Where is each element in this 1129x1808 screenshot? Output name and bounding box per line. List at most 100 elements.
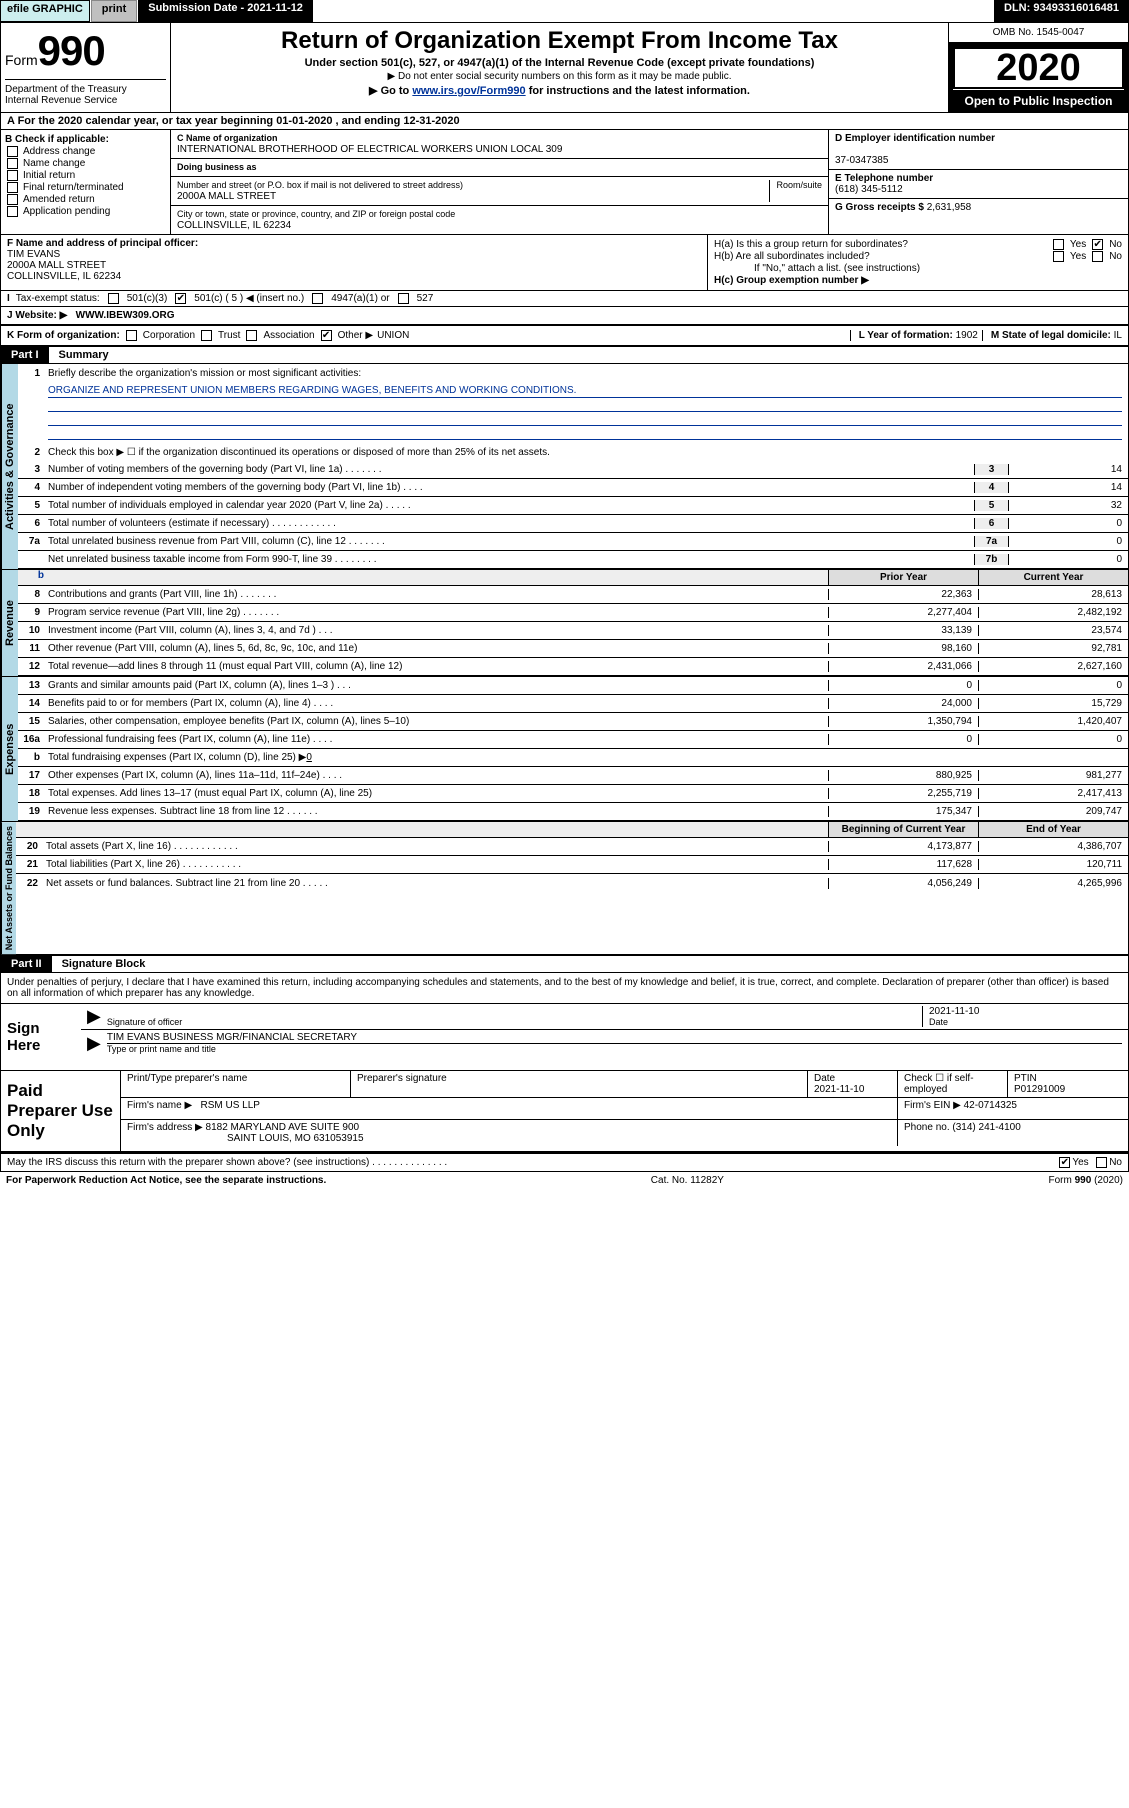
- signature-arrow-icon: ▶: [87, 1006, 101, 1027]
- l10-curr: 23,574: [978, 625, 1128, 636]
- activities-governance-section: Activities & Governance 1Briefly describ…: [1, 364, 1128, 570]
- l22-end: 4,265,996: [978, 878, 1128, 889]
- l13-curr: 0: [978, 680, 1128, 691]
- city-row: City or town, state or province, country…: [171, 206, 828, 234]
- form-footer-label: Form 990 (2020): [1049, 1175, 1123, 1186]
- l15-prior: 1,350,794: [828, 716, 978, 727]
- officer-name: TIM EVANS: [7, 249, 60, 260]
- amended-return-checkbox[interactable]: [7, 194, 18, 205]
- paid-preparer-label: Paid Preparer Use Only: [1, 1071, 121, 1151]
- hb-yes-checkbox[interactable]: [1053, 251, 1064, 262]
- dln-badge: DLN: 93493316016481: [994, 0, 1129, 22]
- application-pending-checkbox[interactable]: [7, 206, 18, 217]
- net-assets-section: Net Assets or Fund Balances Beginning of…: [1, 822, 1128, 956]
- form-990: Form990 Department of the Treasury Inter…: [0, 22, 1129, 1172]
- assoc-checkbox[interactable]: [246, 330, 257, 341]
- mission-text: ORGANIZE AND REPRESENT UNION MEMBERS REG…: [18, 382, 1128, 443]
- principal-officer: F Name and address of principal officer:…: [1, 235, 708, 290]
- discuss-yes-checkbox[interactable]: [1059, 1157, 1070, 1168]
- ein-value: 37-0347385: [835, 155, 888, 166]
- ha-no-checkbox[interactable]: [1092, 239, 1103, 250]
- officer-group-block: F Name and address of principal officer:…: [1, 235, 1128, 291]
- room-suite-label: Room/suite: [769, 180, 822, 202]
- section-b-checkboxes: B Check if applicable: Address change Na…: [1, 130, 171, 234]
- sign-here-block: Sign Here ▶ Signature of officer 2021-11…: [1, 1004, 1128, 1071]
- firm-addr1: 8182 MARYLAND AVE SUITE 900: [206, 1122, 360, 1133]
- form-title: Return of Organization Exempt From Incom…: [177, 27, 942, 55]
- l13-prior: 0: [828, 680, 978, 691]
- form-subtitle: Under section 501(c), 527, or 4947(a)(1)…: [177, 57, 942, 69]
- omb-number: OMB No. 1545-0047: [949, 23, 1128, 43]
- l18-curr: 2,417,413: [978, 788, 1128, 799]
- phone-row: E Telephone number (618) 345-5112: [829, 170, 1128, 199]
- line7b-value: 0: [1008, 554, 1128, 565]
- instructions-link-row: ▶ Go to www.irs.gov/Form990 for instruct…: [177, 84, 942, 97]
- l16a-prior: 0: [828, 734, 978, 745]
- self-employed-cell: Check ☐ if self-employed: [898, 1071, 1008, 1097]
- tax-period-row: A For the 2020 calendar year, or tax yea…: [1, 113, 1128, 130]
- l16b-value: 0: [306, 752, 312, 763]
- hb-no-checkbox[interactable]: [1092, 251, 1103, 262]
- activities-governance-label: Activities & Governance: [1, 364, 18, 569]
- l12-prior: 2,431,066: [828, 661, 978, 672]
- org-name-row: C Name of organization INTERNATIONAL BRO…: [171, 130, 828, 159]
- l11-curr: 92,781: [978, 643, 1128, 654]
- catalog-number: Cat. No. 11282Y: [651, 1175, 724, 1186]
- prep-date: 2021-11-10: [814, 1084, 864, 1095]
- l19-prior: 175,347: [828, 806, 978, 817]
- line3-value: 14: [1008, 464, 1128, 475]
- firm-name: RSM US LLP: [201, 1100, 260, 1111]
- perjury-note: Under penalties of perjury, I declare th…: [1, 973, 1128, 1004]
- ha-yes-checkbox[interactable]: [1053, 239, 1064, 250]
- l14-curr: 15,729: [978, 698, 1128, 709]
- group-return-section: H(a) Is this a group return for subordin…: [708, 235, 1128, 290]
- identity-block: B Check if applicable: Address change Na…: [1, 130, 1128, 235]
- l11-prior: 98,160: [828, 643, 978, 654]
- print-button[interactable]: print: [91, 0, 137, 22]
- open-to-public-label: Open to Public Inspection: [953, 89, 1124, 108]
- officer-city: COLLINSVILLE, IL 62234: [7, 271, 121, 282]
- l22-beg: 4,056,249: [828, 878, 978, 889]
- website-row: J Website: ▶ WWW.IBEW309.ORG: [1, 307, 1128, 326]
- l20-end: 4,386,707: [978, 841, 1128, 852]
- officer-addr: 2000A MALL STREET: [7, 260, 106, 271]
- l8-curr: 28,613: [978, 589, 1128, 600]
- prep-name-hdr: Print/Type preparer's name: [121, 1071, 351, 1097]
- 527-checkbox[interactable]: [398, 293, 409, 304]
- sign-date: 2021-11-10: [929, 1006, 979, 1017]
- dept-treasury-label: Department of the Treasury Internal Reve…: [5, 84, 166, 106]
- net-assets-label: Net Assets or Fund Balances: [1, 822, 16, 954]
- form-of-org-row: K Form of organization: Corporation Trus…: [1, 326, 1128, 347]
- name-change-checkbox[interactable]: [7, 158, 18, 169]
- top-toolbar: efile GRAPHIC print Submission Date - 20…: [0, 0, 1129, 22]
- line-2: Check this box ▶ ☐ if the organization d…: [44, 445, 1128, 460]
- address-change-checkbox[interactable]: [7, 146, 18, 157]
- 4947-checkbox[interactable]: [312, 293, 323, 304]
- discuss-no-checkbox[interactable]: [1096, 1157, 1107, 1168]
- l10-prior: 33,139: [828, 625, 978, 636]
- ssn-warning: ▶ Do not enter social security numbers o…: [177, 71, 942, 82]
- line5-value: 32: [1008, 500, 1128, 511]
- l21-end: 120,711: [978, 859, 1128, 870]
- final-return-checkbox[interactable]: [7, 182, 18, 193]
- corp-checkbox[interactable]: [126, 330, 137, 341]
- paid-preparer-block: Paid Preparer Use Only Print/Type prepar…: [1, 1071, 1128, 1153]
- 501c3-checkbox[interactable]: [108, 293, 119, 304]
- other-org-value: UNION: [377, 330, 409, 341]
- other-org-checkbox[interactable]: [321, 330, 332, 341]
- city-state-zip: COLLINSVILLE, IL 62234: [177, 220, 291, 231]
- gross-receipts-row: G Gross receipts $ 2,631,958: [829, 199, 1128, 216]
- gross-receipts-value: 2,631,958: [927, 202, 972, 213]
- l8-prior: 22,363: [828, 589, 978, 600]
- firm-addr2: SAINT LOUIS, MO 631053915: [127, 1133, 364, 1144]
- street-address: 2000A MALL STREET: [177, 191, 276, 202]
- beg-end-header: Beginning of Current YearEnd of Year: [16, 822, 1128, 838]
- website-value: WWW.IBEW309.ORG: [76, 310, 175, 321]
- irs-link[interactable]: www.irs.gov/Form990: [412, 85, 525, 97]
- initial-return-checkbox[interactable]: [7, 170, 18, 181]
- trust-checkbox[interactable]: [201, 330, 212, 341]
- expenses-section: Expenses 13Grants and similar amounts pa…: [1, 677, 1128, 822]
- line6-value: 0: [1008, 518, 1128, 529]
- firm-phone: (314) 241-4100: [952, 1122, 1020, 1133]
- 501c-checkbox[interactable]: [175, 293, 186, 304]
